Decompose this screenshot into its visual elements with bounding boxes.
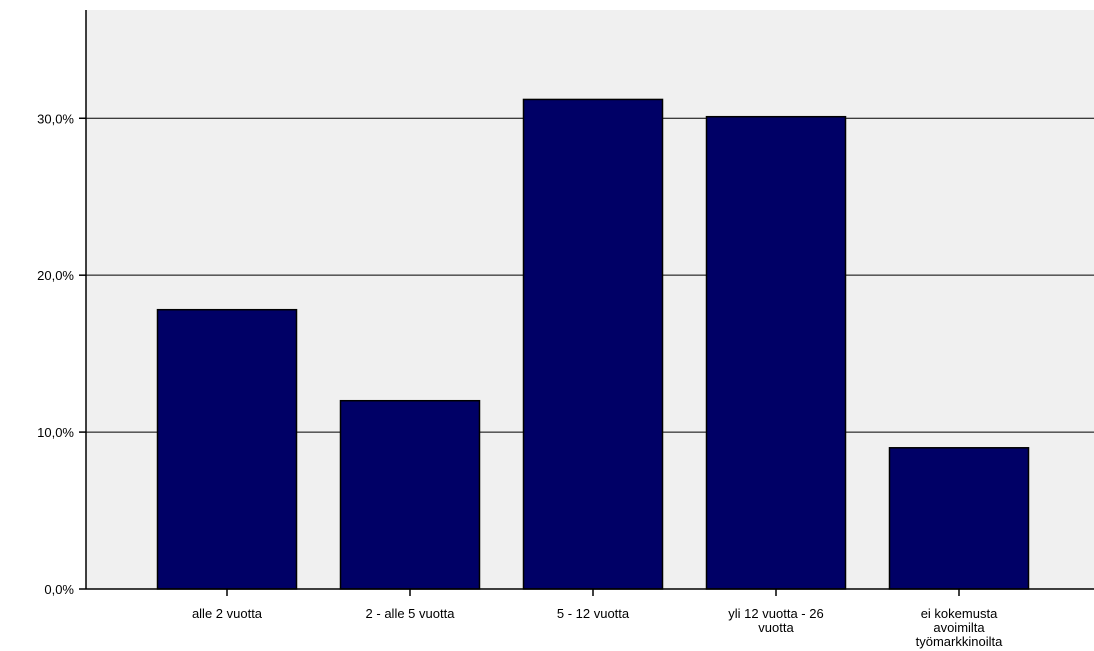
y-tick-label: 0,0%: [44, 582, 74, 597]
y-tick-label: 20,0%: [37, 268, 74, 283]
x-tick-label: 2 - alle 5 vuotta: [366, 606, 456, 621]
y-axis-ticks: 0,0% 10,0% 20,0% 30,0%: [37, 111, 86, 597]
x-tick-label: yli 12 vuotta - 26: [728, 606, 823, 621]
bar: [888, 447, 1030, 590]
x-tick-label: alle 2 vuotta: [192, 606, 263, 621]
bars: [156, 98, 1030, 590]
bar: [156, 308, 298, 590]
bar: [705, 115, 847, 590]
x-tick-label: vuotta: [758, 620, 794, 635]
x-axis-ticks: alle 2 vuotta 2 - alle 5 vuotta 5 - 12 vuo…: [192, 589, 1003, 649]
y-tick-label: 30,0%: [37, 111, 74, 126]
bar: [339, 399, 481, 590]
x-tick-label: avoimilta: [933, 620, 985, 635]
bar: [522, 98, 664, 590]
y-tick-label: 10,0%: [37, 425, 74, 440]
x-tick-label: 5 - 12 vuotta: [557, 606, 630, 621]
x-tick-label: ei kokemusta: [921, 606, 998, 621]
x-tick-label: työmarkkinoilta: [916, 634, 1003, 649]
